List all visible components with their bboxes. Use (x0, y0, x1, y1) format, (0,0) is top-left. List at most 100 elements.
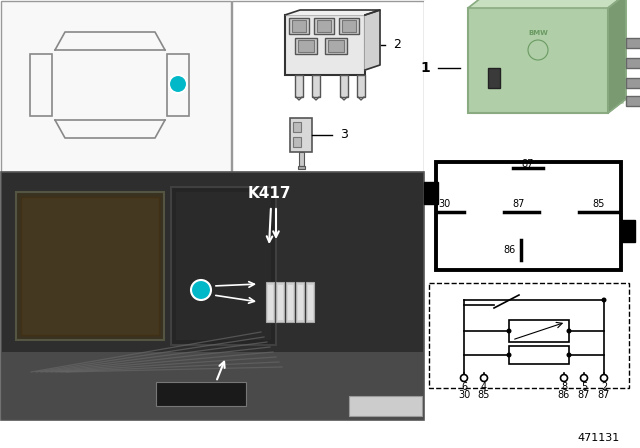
Bar (424, 182, 438, 204)
Bar (626, 78, 640, 88)
Polygon shape (468, 0, 626, 8)
Text: 471131: 471131 (578, 433, 620, 443)
Bar (232, 1, 424, 172)
Bar (292, 20, 306, 32)
Bar (293, 137, 301, 147)
Text: 3: 3 (340, 129, 348, 142)
Bar (429, 283, 629, 388)
Circle shape (566, 328, 572, 333)
Bar (325, 38, 347, 54)
Bar (277, 284, 283, 320)
Text: 87: 87 (598, 390, 610, 400)
Bar (328, 40, 344, 52)
Circle shape (191, 280, 211, 300)
Bar (340, 75, 348, 97)
Text: K417: K417 (247, 186, 291, 202)
Bar (626, 96, 640, 106)
Text: 87: 87 (578, 390, 590, 400)
Bar (171, 187, 276, 345)
Text: 87: 87 (522, 159, 534, 169)
Bar (167, 54, 189, 116)
Text: 85: 85 (592, 199, 604, 209)
Circle shape (169, 75, 187, 93)
Bar (16, 192, 164, 340)
Bar (349, 396, 422, 416)
Polygon shape (608, 0, 626, 113)
Text: BMW: BMW (528, 30, 548, 36)
Bar (299, 152, 304, 166)
Bar (626, 38, 640, 48)
Text: 30: 30 (438, 199, 451, 209)
Text: 1: 1 (420, 61, 430, 75)
Bar (436, 162, 621, 270)
Text: 87: 87 (512, 199, 524, 209)
Bar (621, 220, 635, 242)
Circle shape (481, 375, 488, 382)
Bar (317, 20, 331, 32)
Circle shape (82, 260, 98, 276)
Polygon shape (488, 8, 623, 108)
FancyBboxPatch shape (10, 6, 219, 163)
Bar (509, 320, 569, 342)
Bar (285, 15, 365, 75)
Text: 2: 2 (601, 382, 607, 392)
Bar (295, 75, 303, 97)
Bar (21, 197, 159, 335)
Bar (30, 54, 52, 116)
Bar (286, 282, 294, 322)
Text: 6: 6 (461, 382, 467, 392)
Text: X3170: X3170 (179, 388, 223, 401)
Bar (488, 68, 500, 88)
Bar (287, 284, 293, 320)
Bar (357, 75, 365, 97)
Bar (306, 282, 314, 322)
Bar (468, 8, 608, 113)
Bar (289, 18, 309, 34)
Circle shape (561, 375, 568, 382)
Bar (295, 38, 317, 54)
Bar (314, 18, 334, 34)
Polygon shape (285, 10, 380, 15)
Bar (293, 122, 301, 132)
Bar (312, 75, 320, 97)
Text: 8: 8 (561, 382, 567, 392)
Bar (2, 352, 423, 419)
Bar (307, 284, 313, 320)
Text: 30: 30 (458, 390, 470, 400)
Bar (297, 284, 303, 320)
Circle shape (506, 328, 511, 333)
Bar (509, 346, 569, 364)
Bar (266, 282, 274, 322)
Bar (276, 282, 284, 322)
Bar (267, 284, 273, 320)
Bar (626, 58, 640, 68)
Circle shape (566, 353, 572, 358)
Text: 86: 86 (503, 245, 515, 255)
Text: 5: 5 (581, 382, 587, 392)
Bar (298, 40, 314, 52)
Bar (290, 118, 312, 152)
Bar (298, 166, 305, 169)
Text: 058006: 058006 (365, 401, 407, 411)
Circle shape (461, 375, 467, 382)
Bar (342, 20, 356, 32)
Bar (339, 18, 359, 34)
Text: 86: 86 (558, 390, 570, 400)
Text: 1: 1 (175, 79, 181, 89)
Text: 4: 4 (481, 382, 487, 392)
Bar (424, 278, 638, 398)
Circle shape (600, 375, 607, 382)
Bar (1, 172, 424, 420)
Bar (1, 1, 231, 172)
Text: 2: 2 (393, 39, 401, 52)
Text: 85: 85 (478, 390, 490, 400)
Polygon shape (365, 10, 380, 70)
Bar (424, 152, 638, 278)
Bar (176, 192, 271, 340)
Circle shape (602, 297, 607, 302)
Bar (156, 382, 246, 406)
Bar (296, 282, 304, 322)
Circle shape (506, 353, 511, 358)
Circle shape (580, 375, 588, 382)
Text: 1: 1 (198, 285, 204, 295)
